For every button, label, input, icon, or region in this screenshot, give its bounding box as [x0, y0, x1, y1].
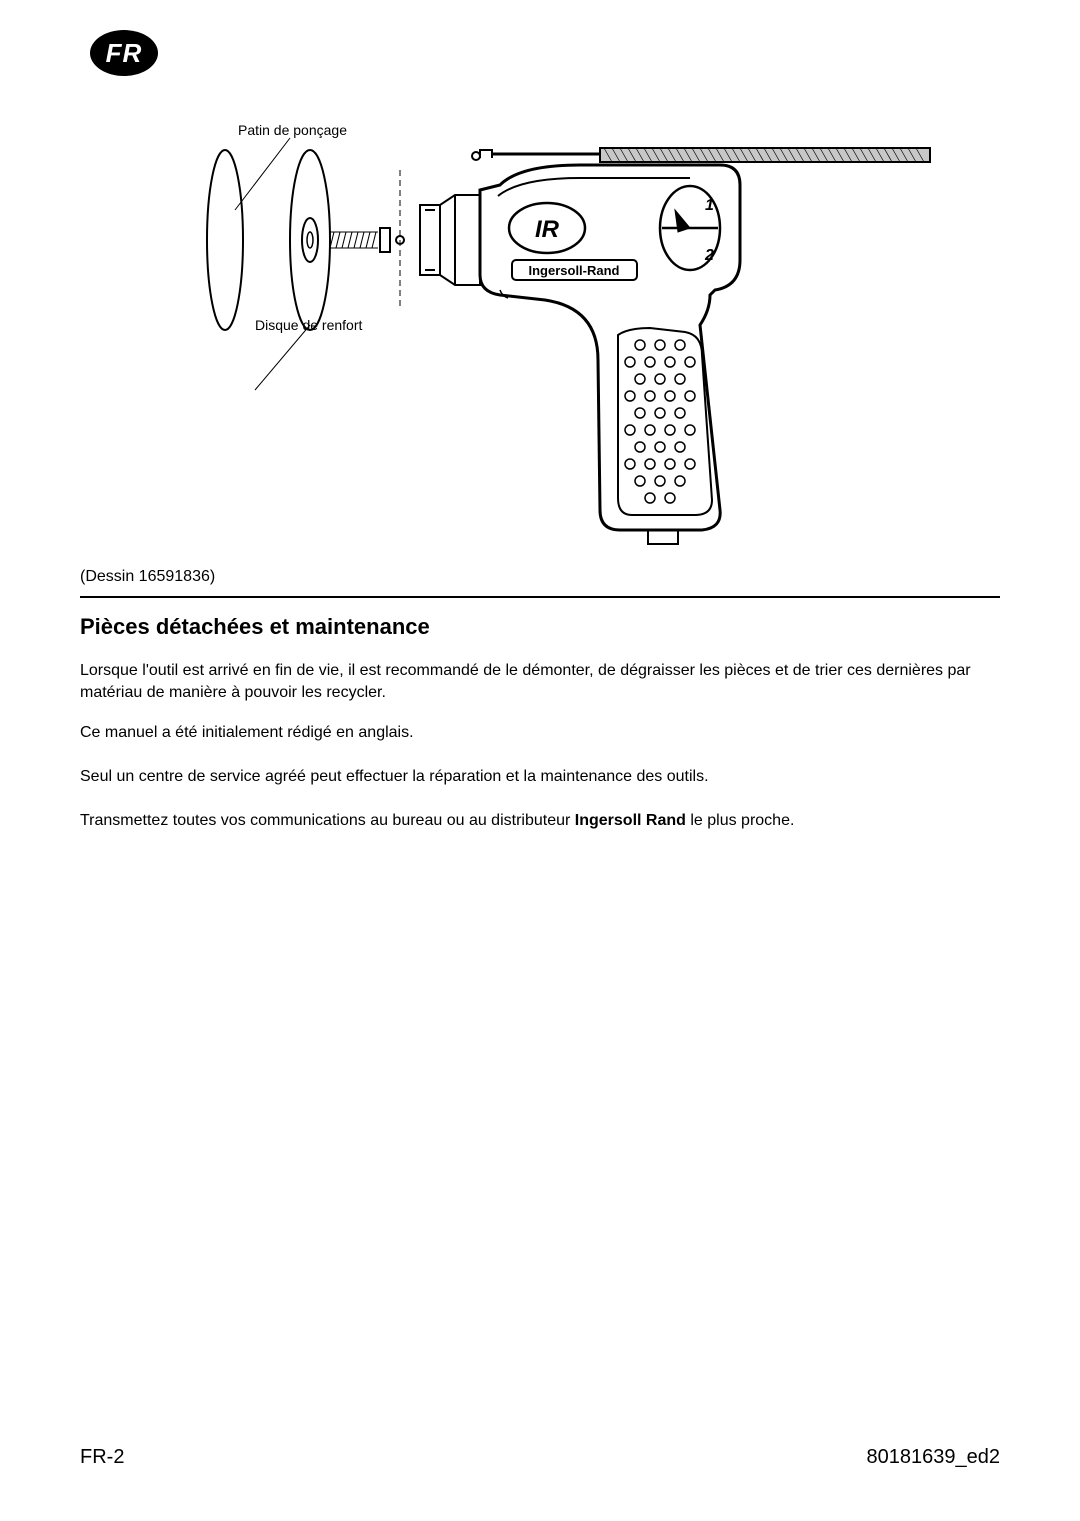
footer-docid: 80181639_ed2 [867, 1446, 1000, 1469]
drawing-reference: (Dessin 16591836) [80, 568, 215, 586]
contact-pre: Transmettez toutes vos communications au… [80, 812, 575, 829]
paragraph-recycling: Lorsque l'outil est arrivé en fin de vie… [80, 660, 1000, 703]
logo-wordmark: Ingersoll-Rand [528, 263, 619, 278]
language-code: FR [106, 38, 143, 69]
contact-brand: Ingersoll Rand [575, 812, 686, 829]
paragraph-language: Ce manuel a été initialement rédigé en a… [80, 722, 1000, 744]
switch-pos-2: 2 [704, 247, 714, 264]
logo-ir: IR [535, 216, 560, 243]
switch-pos-1: 1 [705, 197, 714, 214]
section-title: Pièces détachées et maintenance [80, 614, 430, 640]
footer-page: FR-2 [80, 1446, 124, 1469]
language-badge: FR [90, 30, 158, 76]
paragraph-service: Seul un centre de service agréé peut eff… [80, 766, 1000, 788]
section-divider [80, 596, 1000, 598]
exploded-diagram: IR Ingersoll-Rand 1 2 [180, 110, 940, 550]
paragraph-contact: Transmettez toutes vos communications au… [80, 810, 1000, 832]
contact-post: le plus proche. [686, 812, 795, 829]
